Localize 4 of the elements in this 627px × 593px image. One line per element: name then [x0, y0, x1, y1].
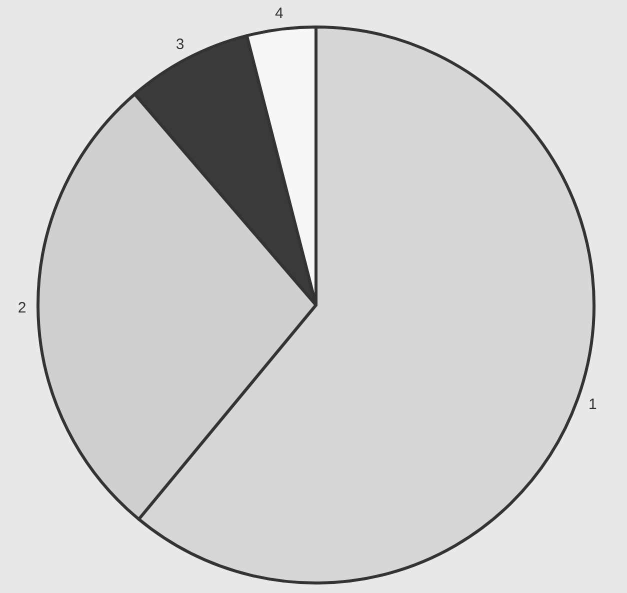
slice-label: 4: [274, 4, 284, 22]
slice-label: 2: [18, 299, 26, 316]
slice-label: 1: [588, 396, 597, 414]
slice-label: 3: [176, 36, 184, 53]
